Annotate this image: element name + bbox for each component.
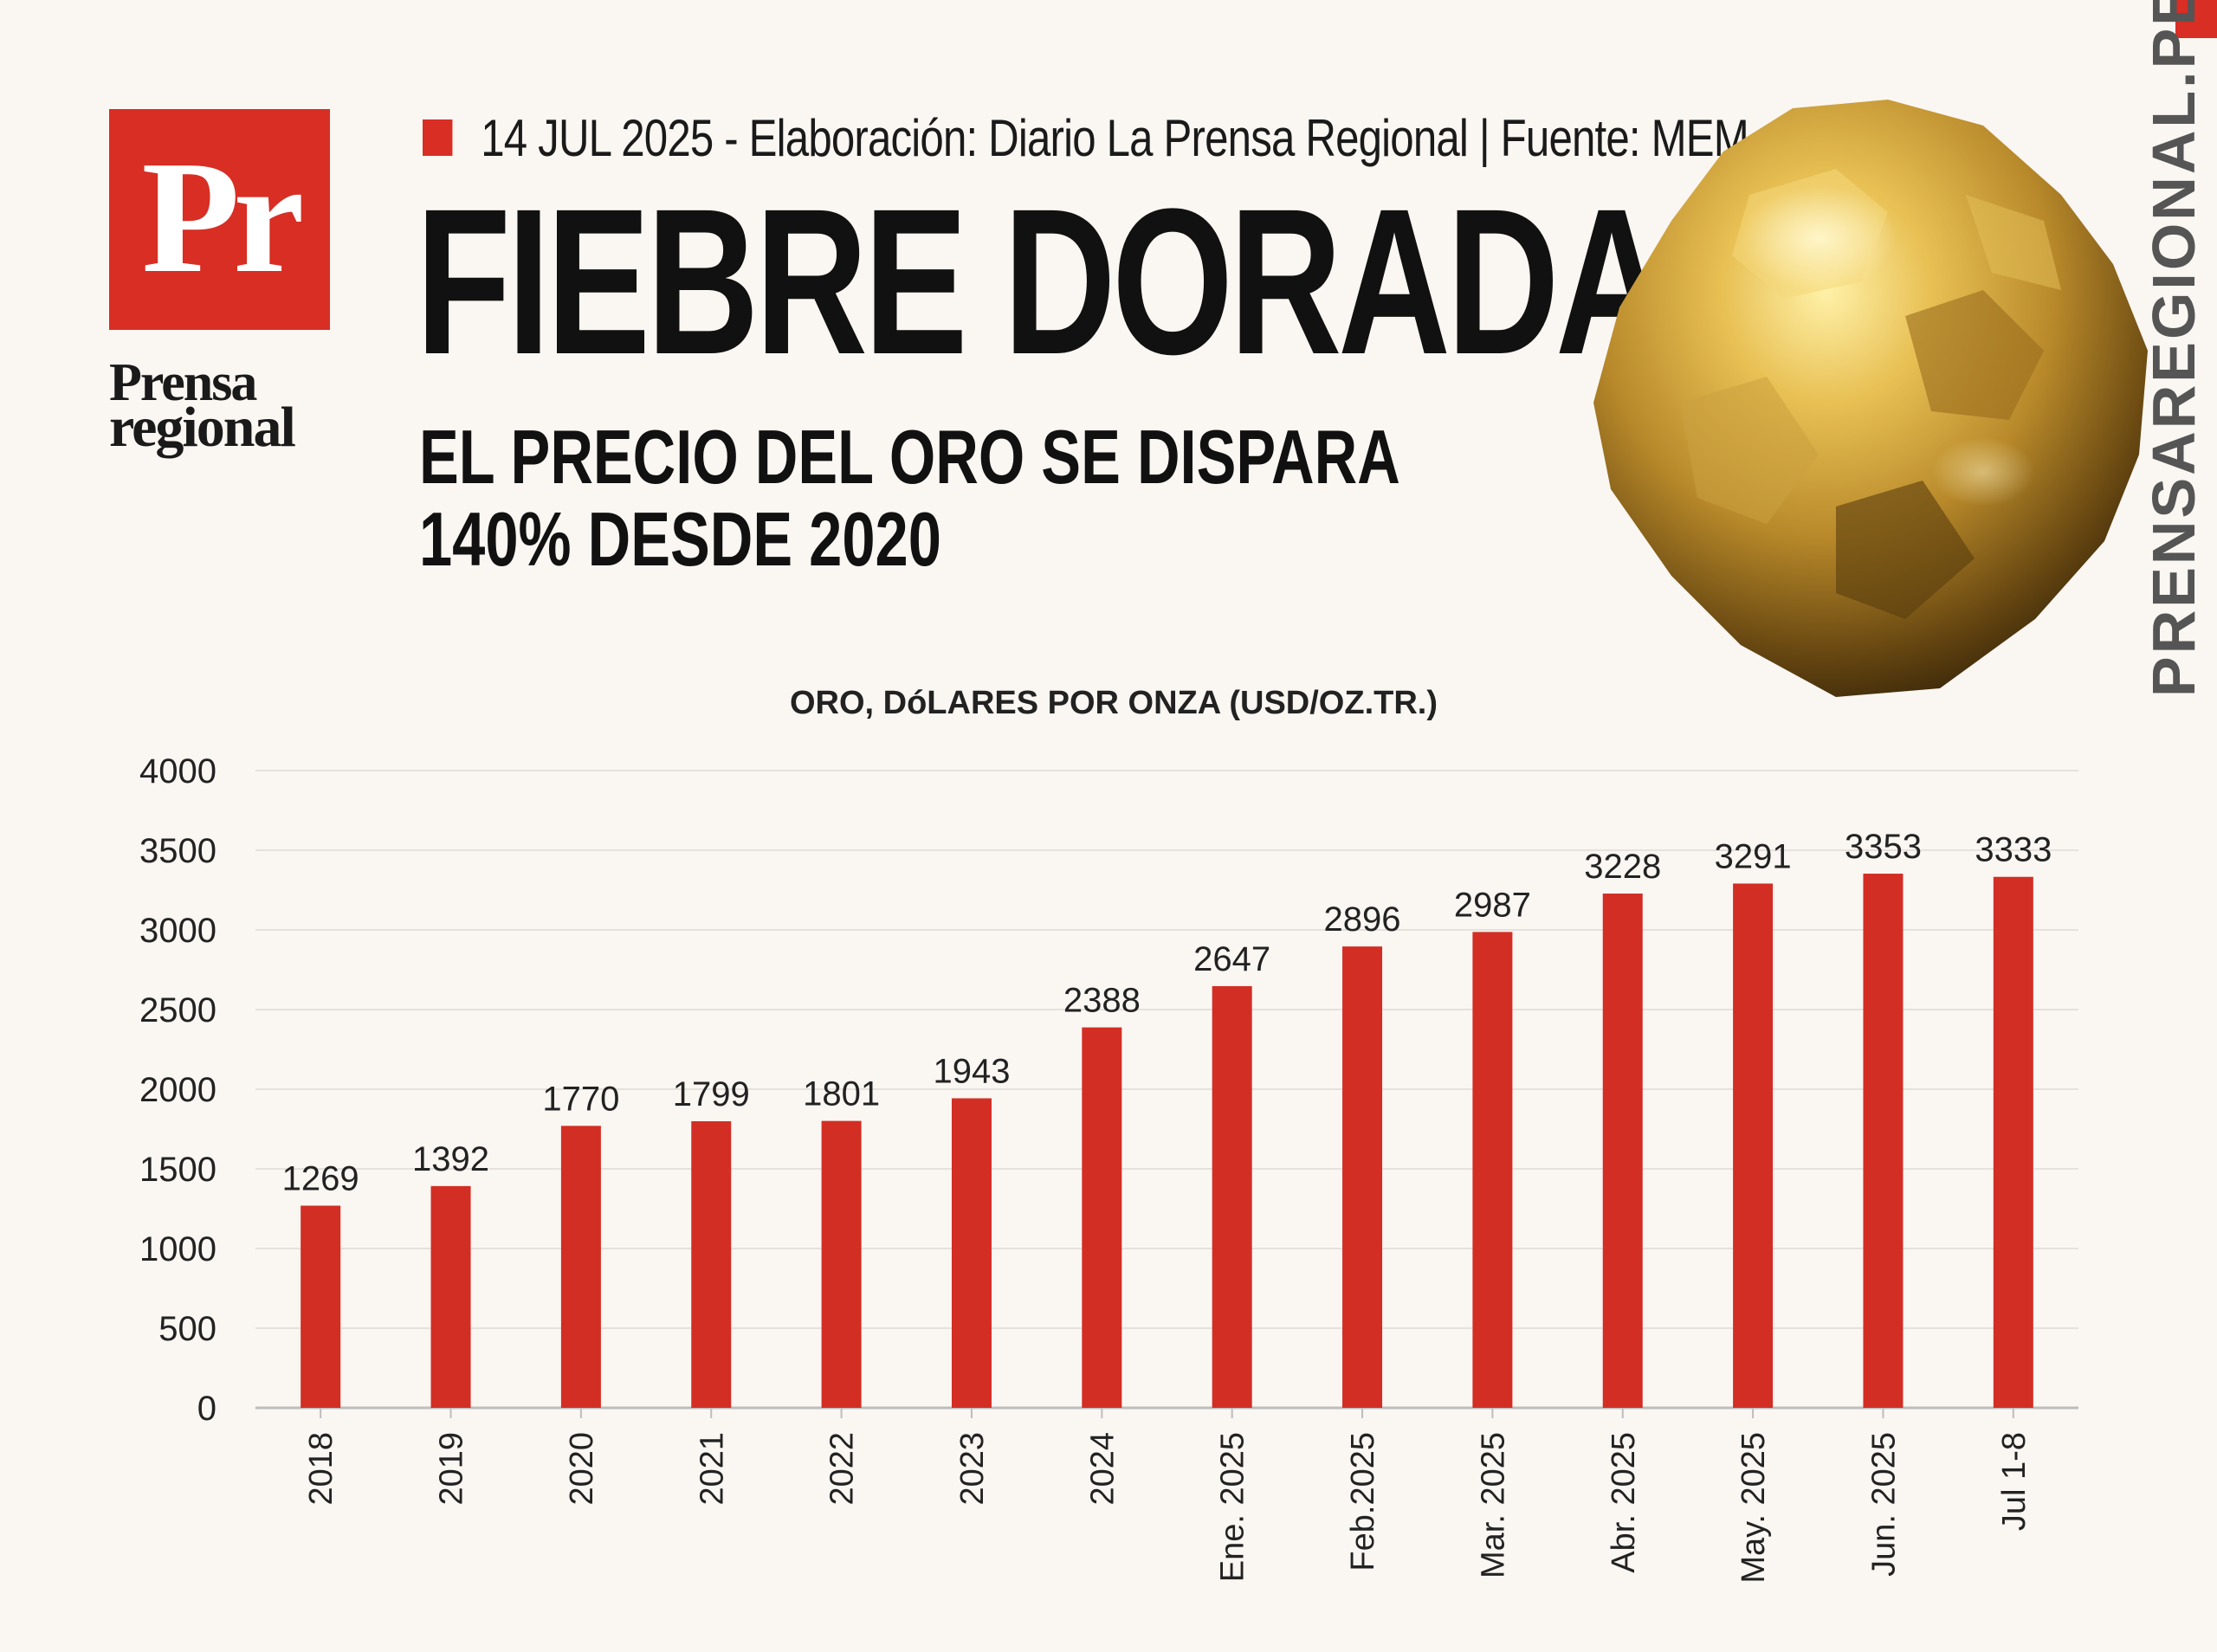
bar [430,1185,471,1408]
data-label: 1392 [412,1140,489,1178]
x-tick-label: Feb.2025 [1345,1432,1381,1571]
x-tick-label: 2018 [303,1432,339,1506]
bar [1733,883,1774,1408]
y-tick-label: 3000 [139,912,217,950]
brand-line2: regional [109,395,296,459]
data-label: 1770 [542,1080,619,1118]
bar [301,1205,341,1408]
subheadline-line2: 140% DESDE 2020 [419,496,941,583]
bar [691,1120,732,1408]
y-tick-label: 1000 [139,1230,217,1268]
bar [1602,894,1643,1408]
data-label: 1943 [933,1052,1010,1090]
headline: FIEBRE DORADA [416,165,1668,397]
data-label: 3353 [1845,828,1922,866]
data-label: 2896 [1324,900,1401,939]
bar [1342,946,1383,1408]
bar [1212,985,1252,1408]
meta-text: 14 JUL 2025 - Elaboración: Diario La Pre… [481,108,1749,167]
x-tick-label: Mar. 2025 [1475,1432,1511,1578]
x-tick-label: May. 2025 [1735,1432,1772,1584]
brand-logo: Prensa regional [109,353,334,459]
x-axis-ticks: 2018 2019 2020 2021 2022 2023 2024 Ene. 2025 Feb… [303,1408,2033,1584]
data-label: 1799 [673,1075,750,1113]
y-tick-label: 2000 [139,1071,217,1109]
y-tick-label: 500 [158,1310,217,1348]
subheadline-line1: EL PRECIO DEL ORO SE DISPARA [419,414,1400,500]
logo-mark-text: Pr [141,127,304,307]
bar [560,1126,601,1408]
subheadline: EL PRECIO DEL ORO SE DISPARA 140% DESDE … [419,416,1400,580]
bar [821,1120,862,1408]
x-tick-label: 2023 [954,1432,991,1506]
bar [951,1098,992,1408]
data-label: 3291 [1715,837,1792,875]
chart-title: ORO, DóLARES POR ONZA (USD/OZ.TR.) [790,685,1438,721]
y-tick-label: 4000 [139,752,217,791]
brand-line1: Prensa [109,353,257,412]
x-tick-label: Ene. 2025 [1215,1432,1251,1582]
gold-nugget-image [1593,100,2148,697]
x-tick-label: 2021 [694,1432,730,1506]
bar [1863,874,1904,1408]
bar [1472,932,1513,1408]
data-label: 2647 [1193,940,1270,978]
meta-square-icon [423,119,453,156]
y-tick-label: 0 [197,1390,217,1428]
data-label: 1801 [803,1075,880,1113]
meta-line: 14 JUL 2025 - Elaboración: Diario La Pre… [423,102,1749,173]
chart-gridlines [255,770,2078,1410]
chart-bars [301,874,2033,1408]
x-tick-label: 2019 [434,1432,470,1506]
x-tick-label: Jul 1-8 [1996,1432,2033,1531]
data-label: 2987 [1454,886,1531,924]
x-tick-label: 2020 [564,1432,600,1506]
corner-accent [2175,0,2217,38]
y-tick-label: 1500 [139,1151,217,1189]
x-tick-label: 2022 [824,1432,861,1506]
bar [1082,1027,1122,1408]
x-tick-label: Jun. 2025 [1865,1432,1902,1577]
y-tick-label: 3500 [139,832,217,870]
x-tick-label: Abr. 2025 [1606,1432,1642,1573]
chart-data-labels: 1269 1392 1770 1799 1801 1943 2388 2647 2896 2987… [282,828,2052,1197]
data-label: 3333 [1975,831,2052,869]
logo-mark: Pr [109,109,330,330]
x-tick-label: 2024 [1084,1432,1121,1506]
y-axis-ticks: 0 500 1000 1500 2000 2500 3000 3500 4000 [139,752,217,1428]
bar [1993,876,2033,1408]
data-label: 3228 [1584,848,1661,886]
data-label: 1269 [282,1160,359,1198]
data-label: 2388 [1063,982,1141,1020]
y-tick-label: 2500 [139,991,217,1029]
